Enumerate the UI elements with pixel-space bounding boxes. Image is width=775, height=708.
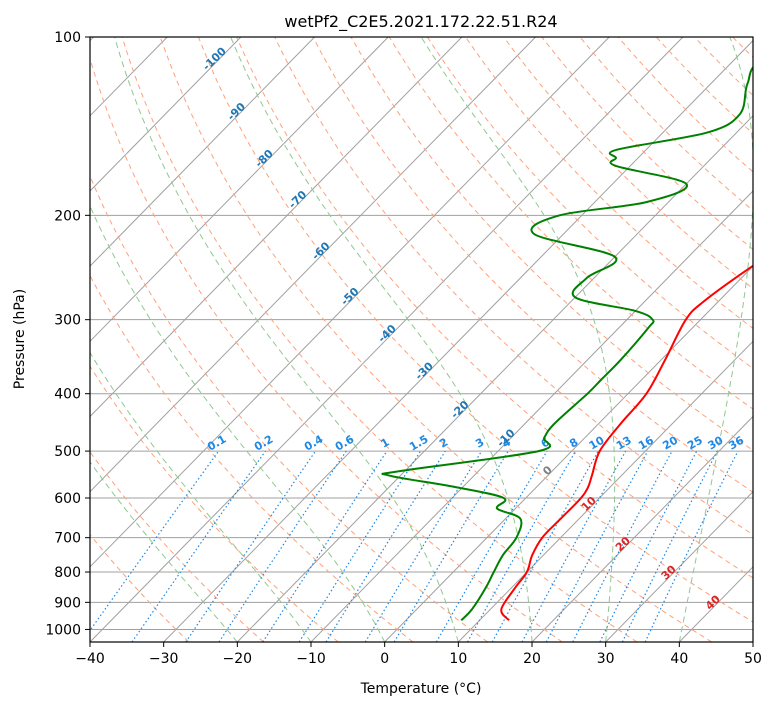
y-tick-label: 700	[54, 531, 81, 547]
y-tick-label: 800	[54, 565, 81, 581]
temperature-profile	[500, 264, 753, 621]
mixing-ratio-line	[262, 450, 388, 642]
mixing-ratio-line	[621, 450, 718, 642]
x-tick-label: −20	[223, 651, 253, 667]
mixing-ratio-line	[90, 450, 220, 632]
mixing-ratio-line	[325, 450, 446, 642]
chart-title: wetPf2_C2E5.2021.172.22.51.R24	[284, 12, 557, 32]
moist-adiabat	[114, 37, 459, 642]
isotherm	[90, 37, 610, 568]
dry-adiabat	[579, 37, 753, 212]
mixing-ratio-line	[131, 450, 266, 642]
mixing-ratio-line	[435, 450, 548, 642]
isotherm	[90, 37, 389, 343]
x-tick-label: 40	[670, 651, 688, 667]
dry-adiabat	[236, 37, 753, 579]
moist-adiabat	[90, 204, 386, 642]
mixing-ratio-line	[364, 450, 483, 642]
dry-adiabat	[159, 37, 712, 642]
dry-adiabat	[121, 37, 638, 642]
mixing-ratio-lines	[90, 450, 739, 642]
plot-frame	[89, 36, 754, 643]
dry-adiabat	[197, 37, 753, 623]
dry-adiabat	[465, 37, 753, 329]
moist-adiabat	[90, 461, 238, 642]
moist-adiabats	[90, 37, 753, 642]
x-axis-title: Temperature (°C)	[360, 681, 482, 697]
isotherm	[163, 39, 753, 642]
isotherm	[531, 415, 753, 642]
y-tick-label: 500	[54, 444, 81, 460]
y-tick-label: 900	[54, 595, 81, 611]
mixing-ratio-line	[521, 450, 627, 642]
dry-adiabat	[90, 174, 488, 642]
grid-lines	[90, 37, 753, 642]
isotherm	[236, 115, 753, 642]
isotherm	[90, 37, 684, 642]
dry-adiabat	[541, 37, 753, 251]
isotherm	[90, 37, 536, 493]
dry-adiabat	[503, 37, 753, 290]
mixing-ratio-line	[491, 450, 599, 642]
y-axis-ticks: 100 200 300 400 500 600 700 800 900 1000	[45, 30, 90, 638]
isotherm	[605, 490, 753, 642]
isotherm	[90, 37, 463, 418]
mixing-ratio-line	[466, 450, 577, 642]
y-tick-label: 200	[54, 208, 81, 224]
dry-adiabat	[312, 37, 753, 493]
x-tick-label: 10	[449, 651, 467, 667]
isotherm	[90, 37, 242, 192]
x-tick-label: 50	[744, 651, 762, 667]
x-tick-label: −30	[149, 651, 179, 667]
x-axis-ticks: −40 −30 −20 −10 0 10 20 30 40 50	[75, 642, 762, 667]
y-tick-label: 300	[54, 313, 81, 329]
isotherm	[310, 190, 753, 642]
dewpoint-profile	[381, 66, 753, 622]
moist-adiabat	[420, 37, 616, 642]
mixing-ratio-line	[298, 450, 422, 642]
y-tick-label: 400	[54, 387, 81, 403]
y-tick-label: 100	[54, 30, 81, 46]
dry-adiabats	[90, 37, 753, 642]
sounding-profiles	[381, 66, 753, 622]
dry-adiabat	[90, 533, 190, 642]
moist-adiabat	[230, 37, 533, 642]
y-tick-label: 1000	[45, 622, 81, 638]
x-tick-label: −40	[75, 651, 105, 667]
x-tick-label: 20	[523, 651, 541, 667]
x-tick-label: 0	[380, 651, 389, 667]
mixing-ratio-line	[185, 450, 316, 642]
dry-adiabat	[90, 274, 414, 642]
isotherm	[384, 265, 753, 642]
y-tick-label: 600	[54, 491, 81, 507]
dry-adiabat	[90, 365, 339, 642]
moist-adiabat	[678, 37, 753, 642]
isotherm	[90, 37, 315, 267]
x-tick-label: −10	[296, 651, 326, 667]
dry-adiabat	[274, 37, 753, 536]
x-tick-label: 30	[597, 651, 615, 667]
mixing-ratio-line	[644, 450, 739, 642]
isotherm	[457, 340, 753, 642]
plot-area: 0.1 0.2 0.4 0.6 1 1.5 2 3 4 6 8 10 13 16 20 25 30 36-100-…	[90, 37, 753, 642]
y-axis-title: Pressure (hPa)	[12, 289, 28, 389]
mixing-ratio-line	[393, 450, 509, 642]
